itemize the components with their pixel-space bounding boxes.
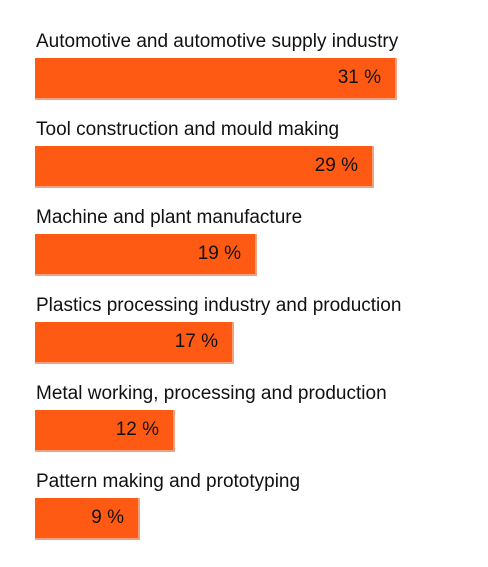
value-label: 31 % — [337, 67, 381, 88]
category-label: Plastics processing industry and product… — [36, 295, 402, 316]
category-label: Metal working, processing and production — [36, 383, 387, 404]
value-label: 29 % — [314, 155, 358, 176]
value-label: 9 % — [91, 507, 124, 528]
category-label: Pattern making and prototyping — [36, 471, 301, 492]
bar: 12 % — [35, 410, 175, 452]
bar-row: Automotive and automotive supply industr… — [35, 30, 475, 106]
bar: 31 % — [35, 58, 397, 100]
bar: 9 % — [35, 498, 140, 540]
bar-row: Metal working, processing and production… — [35, 382, 475, 458]
bar-row: Pattern making and prototyping 9 % — [35, 470, 475, 546]
value-label: 12 % — [115, 419, 159, 440]
bar-row: Plastics processing industry and product… — [35, 294, 475, 370]
bar-row: Tool construction and mould making 29 % — [35, 118, 475, 194]
value-label: 17 % — [174, 331, 218, 352]
category-label: Machine and plant manufacture — [36, 207, 303, 228]
category-label: Automotive and automotive supply industr… — [36, 31, 399, 52]
bar: 29 % — [35, 146, 374, 188]
bar: 17 % — [35, 322, 234, 364]
bar: 19 % — [35, 234, 257, 276]
bar-row: Machine and plant manufacture 19 % — [35, 206, 475, 282]
value-label: 19 % — [197, 243, 241, 264]
category-label: Tool construction and mould making — [36, 119, 340, 140]
